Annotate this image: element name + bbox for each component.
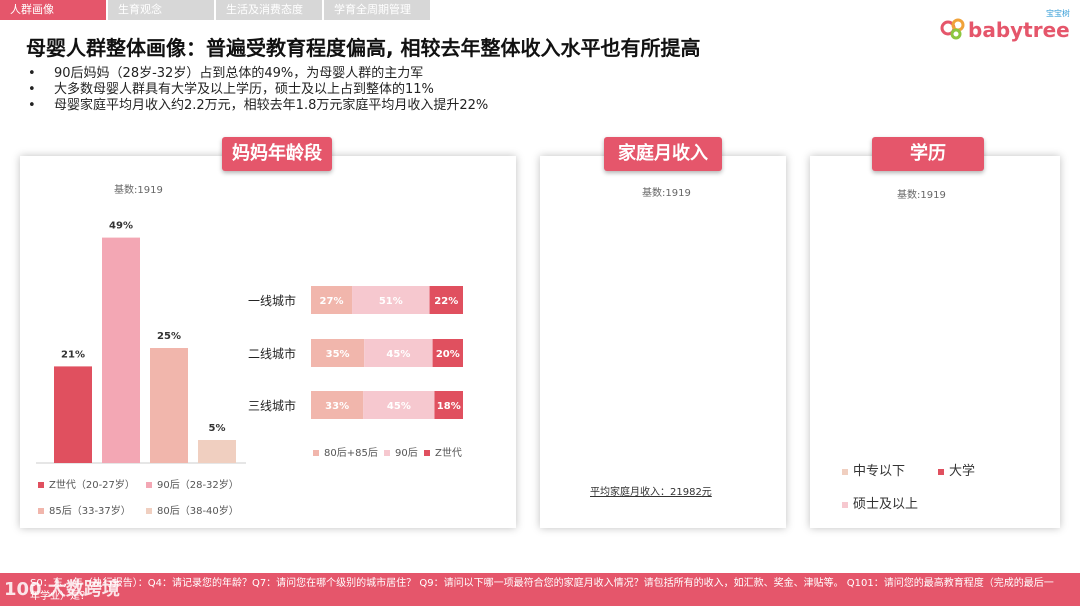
city-legend-item: 90后	[384, 444, 418, 459]
city-segment-label: 51%	[379, 296, 403, 307]
age-legend-item: 85后（33-37岁）	[38, 502, 131, 517]
city-segment-label: 20%	[436, 349, 460, 360]
legend-swatch	[38, 482, 44, 488]
edu-legend-item: 硕士及以上	[842, 493, 918, 512]
age-bar-label: 49%	[109, 221, 133, 232]
legend-swatch	[938, 468, 944, 475]
age-bar	[198, 440, 236, 463]
city-segment	[363, 391, 435, 419]
city-segment-label: 27%	[320, 296, 344, 307]
legend-swatch	[424, 450, 430, 456]
age-bar-label: 21%	[61, 349, 85, 360]
edu-panel-header: 学历	[872, 137, 984, 171]
city-segment	[432, 339, 463, 367]
tab-persona[interactable]: 人群画像	[0, 0, 106, 20]
babytree-logo: babytree 宝宝树	[940, 8, 1070, 42]
age-legend-item: Z世代（20-27岁）	[38, 476, 135, 491]
income-panel-header: 家庭月收入	[604, 137, 722, 171]
legend-swatch	[384, 450, 390, 456]
footer-source: S0：东，年（执行报告）：Q4：请记录您的年龄？Q7：请问您在哪个级别的城市居住…	[0, 573, 1080, 606]
bullet-item: 母婴家庭平均月收入约2.2万元，相较去年1.8万元家庭平均月收入提升22%	[28, 98, 488, 114]
age-bar	[150, 348, 188, 463]
city-label: 三线城市	[248, 398, 296, 413]
bullet-item: 90后妈妈（28岁-32岁）占到总体的49%，为母婴人群的主力军	[28, 66, 488, 82]
city-segment	[434, 391, 463, 419]
edu-panel	[810, 156, 1060, 528]
logo-text: babytree	[968, 18, 1070, 42]
bullet-item: 大多数母婴人群具有大学及以上学历，硕士及以上占到整体的11%	[28, 82, 488, 98]
babytree-logo-icon	[940, 18, 965, 40]
city-segment-label: 45%	[386, 349, 410, 360]
age-bar	[54, 366, 92, 463]
tab-lifestyle[interactable]: 生活及消费态度	[216, 0, 322, 20]
legend-swatch	[842, 468, 848, 475]
income-panel	[540, 156, 786, 528]
footer-text: S0：东，年（执行报告）：Q4：请记录您的年龄？Q7：请问您在哪个级别的城市居住…	[30, 578, 1054, 602]
legend-swatch	[146, 482, 152, 488]
top-tabs: 人群画像 生育观念 生活及消费态度 学育全周期管理	[0, 0, 432, 22]
city-segment-label: 33%	[325, 401, 349, 412]
city-segment	[364, 339, 433, 367]
city-segment	[311, 286, 353, 314]
city-label: 二线城市	[248, 346, 296, 361]
city-segment	[311, 391, 364, 419]
tab-parenting[interactable]: 学育全周期管理	[324, 0, 430, 20]
legend-swatch	[842, 501, 848, 508]
edu-legend-item: 大学	[938, 460, 975, 479]
age-base: 基数:1919	[114, 185, 163, 196]
watermark: 100 大数跨境	[4, 579, 120, 600]
summary-bullets: 90后妈妈（28岁-32岁）占到总体的49%，为母婴人群的主力军 大多数母婴人群…	[28, 66, 488, 114]
logo-cn: 宝宝树	[1046, 9, 1070, 18]
age-bar	[102, 237, 140, 463]
edu-legend-item: 中专以下	[842, 460, 905, 479]
city-segment-label: 18%	[437, 401, 461, 412]
city-segment-label: 35%	[326, 349, 350, 360]
age-legend-item: 80后（38-40岁）	[146, 502, 239, 517]
city-segment	[429, 286, 463, 314]
legend-swatch	[146, 508, 152, 514]
age-legend-item: 90后（28-32岁）	[146, 476, 239, 491]
city-legend-item: Z世代	[424, 444, 462, 459]
tab-fertility[interactable]: 生育观念	[108, 0, 214, 20]
legend-swatch	[38, 508, 44, 514]
age-bar-label: 5%	[209, 423, 226, 434]
city-label: 一线城市	[248, 293, 296, 308]
city-legend-item: 80后+85后	[313, 444, 378, 459]
income-base: 基数:1919	[642, 188, 691, 199]
edu-base: 基数:1919	[897, 190, 946, 201]
city-segment-label: 45%	[387, 401, 411, 412]
city-segment	[352, 286, 430, 314]
income-average: 平均家庭月收入：21982元	[590, 487, 712, 498]
age-panel-header: 妈妈年龄段	[222, 137, 332, 171]
city-segment-label: 22%	[434, 296, 458, 307]
legend-swatch	[313, 450, 319, 456]
page-title: 母婴人群整体画像：普遍受教育程度偏高, 相较去年整体收入水平也有所提高	[26, 36, 701, 60]
age-bar-label: 25%	[157, 331, 181, 342]
city-segment	[311, 339, 365, 367]
